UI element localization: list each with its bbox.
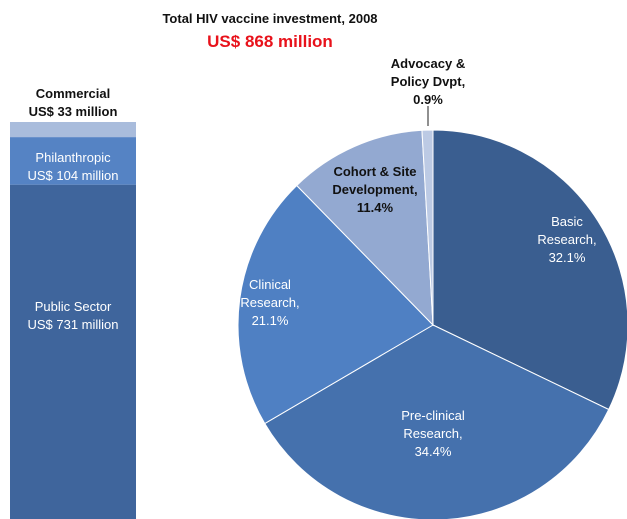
pie-slice [432,129,627,411]
label-group: Pre-clinical Research, 34.4% [388,407,478,461]
data-label: 0.9% [413,92,443,107]
pie-slice [421,129,434,326]
chart-title: Total HIV vaccine investment, 2008 [162,11,378,26]
data-label: US$ 731 million [27,317,119,332]
slice-label: Basic Research, [537,214,597,247]
slice-label: Cohort & Site Development, [332,164,418,197]
slice-label: Advocacy & Policy Dvpt, [390,56,466,89]
data-label: 32.1% [548,250,586,265]
label-group: Cohort & Site Development, 11.4% [323,163,427,217]
data-label: 34.4% [414,444,452,459]
bar-segment [10,184,136,519]
legend-label: Public Sector [34,299,112,314]
label-group: Commercial US$ 33 million [3,85,143,121]
data-label: US$ 104 million [27,168,119,183]
bar-segment [10,137,136,185]
label-group: Basic Research, 32.1% [527,213,607,267]
slice-label: Clinical Research, [240,277,300,310]
pie-slice [296,129,434,327]
bar-segment [10,122,136,138]
label-group: Philanthropic US$ 104 million [3,149,143,185]
label-group: Clinical Research, 21.1% [230,276,310,330]
chart-subtitle: US$ 868 million [207,32,333,51]
legend-label: Commercial [35,86,111,101]
legend-label: Philanthropic [35,150,111,165]
label-group: Advocacy & Policy Dvpt, 0.9% [380,55,476,109]
data-label: 21.1% [251,313,289,328]
pie-slice [237,184,434,425]
slice-label: Pre-clinical Research, [401,408,465,441]
label-group: Public Sector US$ 731 million [3,298,143,334]
data-label: 11.4% [356,200,394,215]
data-label: US$ 33 million [28,104,118,119]
